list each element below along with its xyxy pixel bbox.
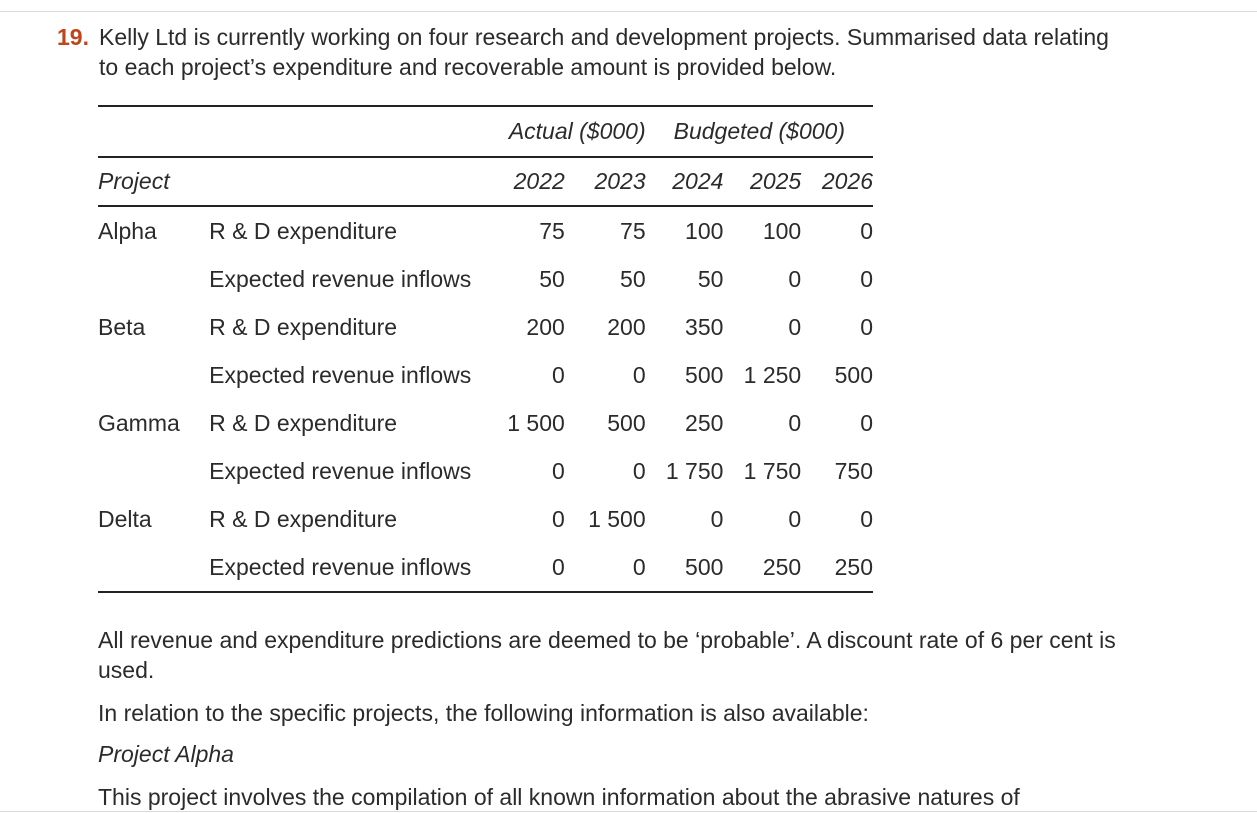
project-alpha-heading: Project Alpha bbox=[98, 741, 234, 767]
value-cell: 0 bbox=[552, 505, 565, 532]
project-name: Gamma bbox=[98, 409, 180, 436]
year-header: 2022 bbox=[502, 156, 565, 207]
project-column-header: Project bbox=[98, 156, 210, 207]
value-cell: 200 bbox=[607, 313, 646, 340]
value-cell: 100 bbox=[685, 217, 724, 244]
year-header: 2023 bbox=[564, 156, 646, 207]
year-header: 2025 bbox=[723, 156, 802, 207]
row-label: Expected revenue inflows bbox=[209, 361, 472, 388]
value-cell: 1 250 bbox=[743, 361, 802, 388]
value-cell: 200 bbox=[526, 313, 565, 340]
project-name bbox=[98, 255, 209, 303]
table-row: Expected revenue inflows 50 50 50 0 0 bbox=[98, 255, 873, 303]
project-alpha-description: This project involves the compilation of… bbox=[98, 784, 1020, 810]
project-name: Delta bbox=[98, 505, 152, 532]
year-header-row: Project 2022 2023 2024 2025 2026 bbox=[98, 156, 873, 207]
bottom-divider bbox=[0, 811, 1257, 812]
value-cell: 1 500 bbox=[507, 409, 565, 436]
actual-group-header: Actual ($000) bbox=[508, 118, 646, 144]
value-cell: 0 bbox=[788, 265, 802, 292]
table-row: Gamma R & D expenditure 1 500 500 250 0 0 bbox=[98, 399, 873, 447]
row-label: Expected revenue inflows bbox=[209, 553, 472, 580]
question-intro: Kelly Ltd is currently working on four r… bbox=[99, 24, 1109, 80]
value-cell: 0 bbox=[860, 409, 873, 436]
value-cell: 1 750 bbox=[665, 457, 724, 484]
value-cell: 0 bbox=[860, 217, 873, 244]
row-label: R & D expenditure bbox=[209, 505, 398, 532]
project-name bbox=[98, 351, 209, 399]
table-row: Expected revenue inflows 0 0 1 750 1 750 750 bbox=[98, 447, 873, 495]
value-cell: 250 bbox=[685, 409, 724, 436]
project-name: Beta bbox=[98, 313, 146, 340]
value-cell: 75 bbox=[620, 217, 646, 244]
value-cell: 0 bbox=[552, 361, 565, 388]
project-name bbox=[98, 447, 209, 495]
table-row: Alpha R & D expenditure 75 75 100 100 0 bbox=[98, 206, 873, 255]
value-cell: 0 bbox=[788, 505, 802, 532]
value-cell: 0 bbox=[552, 553, 565, 580]
project-name bbox=[98, 543, 209, 592]
value-cell: 750 bbox=[834, 457, 873, 484]
value-cell: 500 bbox=[685, 361, 724, 388]
value-cell: 0 bbox=[632, 457, 646, 484]
row-label: R & D expenditure bbox=[209, 313, 398, 340]
value-cell: 500 bbox=[834, 361, 873, 388]
value-cell: 100 bbox=[762, 217, 802, 244]
probability-note: All revenue and expenditure predictions … bbox=[98, 627, 1116, 683]
value-cell: 0 bbox=[552, 457, 565, 484]
value-cell: 0 bbox=[788, 409, 802, 436]
project-data-table: Actual ($000) Budgeted ($000) Project 20… bbox=[98, 105, 873, 593]
row-label: R & D expenditure bbox=[209, 409, 398, 436]
value-cell: 250 bbox=[834, 553, 873, 580]
project-name: Alpha bbox=[98, 217, 157, 244]
value-cell: 1 750 bbox=[743, 457, 802, 484]
year-header: 2024 bbox=[645, 156, 724, 207]
value-cell: 250 bbox=[762, 553, 802, 580]
value-cell: 0 bbox=[860, 505, 873, 532]
value-cell: 75 bbox=[539, 217, 565, 244]
info-intro: In relation to the specific projects, th… bbox=[98, 700, 869, 726]
row-label: R & D expenditure bbox=[209, 217, 398, 244]
row-label: Expected revenue inflows bbox=[209, 265, 472, 292]
year-header: 2026 bbox=[801, 156, 873, 207]
value-cell: 0 bbox=[632, 553, 646, 580]
value-cell: 50 bbox=[620, 265, 646, 292]
value-cell: 500 bbox=[607, 409, 646, 436]
table-row: Expected revenue inflows 0 0 500 250 250 bbox=[98, 543, 873, 592]
value-cell: 0 bbox=[788, 313, 802, 340]
table-row: Expected revenue inflows 0 0 500 1 250 500 bbox=[98, 351, 873, 399]
value-cell: 0 bbox=[632, 361, 646, 388]
value-cell: 50 bbox=[697, 265, 724, 292]
budgeted-group-header: Budgeted ($000) bbox=[673, 118, 845, 144]
group-header-row: Actual ($000) Budgeted ($000) bbox=[98, 106, 873, 157]
value-cell: 0 bbox=[710, 505, 724, 532]
value-cell: 350 bbox=[685, 313, 724, 340]
table-row: Delta R & D expenditure 0 1 500 0 0 0 bbox=[98, 495, 873, 543]
value-cell: 500 bbox=[685, 553, 724, 580]
value-cell: 0 bbox=[860, 265, 873, 292]
row-label: Expected revenue inflows bbox=[209, 457, 472, 484]
value-cell: 50 bbox=[539, 265, 565, 292]
question-number: 19. bbox=[57, 24, 89, 50]
table-row: Beta R & D expenditure 200 200 350 0 0 bbox=[98, 303, 873, 351]
top-divider bbox=[0, 11, 1257, 12]
value-cell: 0 bbox=[860, 313, 873, 340]
value-cell: 1 500 bbox=[588, 505, 646, 532]
